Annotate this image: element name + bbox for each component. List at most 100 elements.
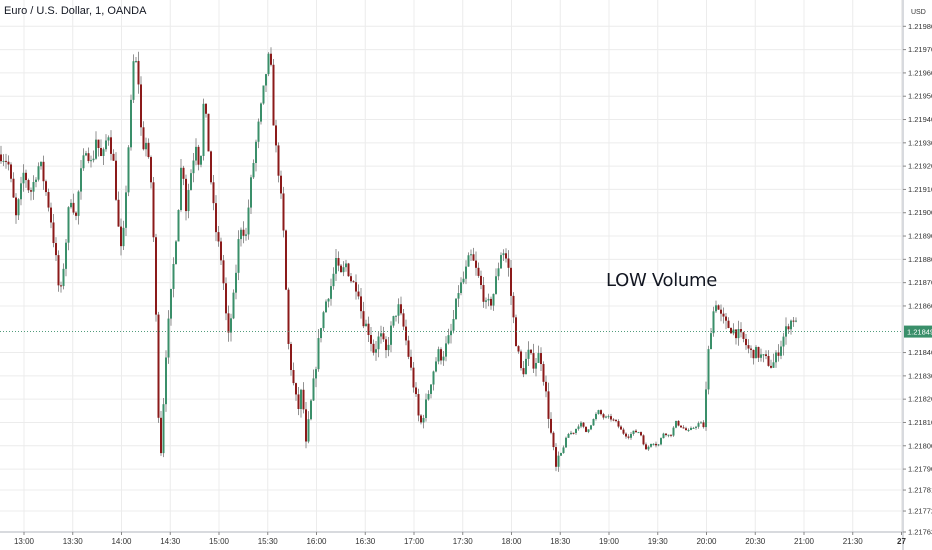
- candle-body: [490, 298, 492, 306]
- candle-body: [375, 349, 377, 353]
- candle-body: [0, 154, 2, 162]
- candle-body: [265, 74, 267, 86]
- x-tick-label: 17:00: [404, 537, 425, 546]
- candle-body: [477, 267, 480, 276]
- candle-body: [687, 429, 690, 431]
- candle-body: [790, 320, 792, 330]
- candle-body: [555, 447, 557, 467]
- candle-body: [612, 419, 615, 421]
- candle-body: [145, 142, 147, 150]
- candle-body: [747, 345, 750, 349]
- candle-body: [582, 422, 585, 427]
- candle-body: [410, 356, 412, 368]
- candle-body: [32, 182, 35, 192]
- candle-body: [137, 60, 140, 85]
- candle-body: [262, 85, 265, 104]
- x-tick-label: 13:00: [14, 537, 35, 546]
- candle-body: [65, 242, 67, 269]
- candle-body: [677, 420, 680, 426]
- candle-body: [705, 389, 707, 428]
- candle-body: [422, 417, 425, 423]
- candle-body: [432, 371, 435, 385]
- candle-body: [597, 410, 600, 414]
- candle-body: [545, 381, 547, 392]
- candle-body: [485, 300, 487, 302]
- candle-body: [372, 343, 375, 353]
- candle-body: [122, 227, 125, 247]
- candle-body: [587, 429, 590, 432]
- candle-body: [52, 222, 55, 244]
- candle-body: [467, 255, 470, 267]
- candle-body: [67, 207, 70, 243]
- candle-body: [407, 340, 410, 357]
- candle-body: [315, 369, 317, 379]
- candle-body: [507, 258, 510, 268]
- candle-body: [497, 268, 500, 277]
- y-tick-label: 1.21910: [908, 185, 932, 194]
- y-tick-label: 1.21830: [908, 371, 932, 380]
- candle-body: [267, 53, 270, 75]
- candle-body: [257, 121, 260, 142]
- candle-body: [287, 289, 290, 344]
- candle-body: [370, 335, 372, 344]
- candle-body: [640, 432, 642, 436]
- candle-body: [217, 232, 220, 242]
- candle-body: [695, 426, 697, 428]
- candle-body: [440, 349, 442, 361]
- candle-body: [90, 160, 92, 162]
- candle-body: [185, 178, 187, 212]
- candle-body: [77, 191, 80, 216]
- candle-body: [670, 434, 672, 436]
- y-tick-label: 1.21790: [908, 465, 932, 474]
- candle-body: [787, 326, 790, 330]
- candle-body: [85, 153, 87, 156]
- candle-body: [60, 285, 62, 287]
- candle-body: [647, 446, 650, 450]
- y-tick-label: 1.21900: [908, 208, 932, 217]
- candle-body: [107, 137, 110, 141]
- candle-body: [702, 422, 705, 428]
- candle-body: [282, 193, 285, 231]
- candle-body: [292, 370, 295, 384]
- candle-body: [230, 318, 232, 333]
- candle-body: [690, 427, 692, 430]
- candle-body: [435, 361, 437, 372]
- candle-body: [252, 163, 255, 178]
- candle-body: [337, 258, 340, 266]
- candle-body: [592, 419, 595, 426]
- x-tick-label: 21:30: [843, 537, 864, 546]
- x-tick-label: 18:00: [501, 537, 522, 546]
- candle-body: [177, 210, 180, 242]
- candle-body: [40, 161, 42, 167]
- candle-body: [680, 425, 682, 428]
- candle-body: [437, 349, 440, 362]
- y-tick-label: 1.21840: [908, 348, 932, 357]
- candle-body: [247, 207, 250, 235]
- candle-body: [342, 267, 345, 273]
- candle-body: [512, 295, 515, 318]
- x-tick-label: 19:00: [599, 537, 620, 546]
- candle-body: [70, 202, 72, 208]
- y-tick-label: 1.21940: [908, 115, 932, 124]
- candle-body: [712, 311, 715, 334]
- candle-body: [182, 167, 185, 179]
- candle-body: [777, 352, 780, 356]
- candle-body: [657, 444, 660, 446]
- candle-body: [320, 328, 322, 339]
- candle-body: [727, 320, 730, 329]
- candle-body: [255, 141, 257, 164]
- candle-body: [42, 161, 45, 182]
- candle-body: [165, 357, 167, 405]
- candle-body: [600, 410, 602, 415]
- candle-body: [155, 237, 157, 315]
- candle-body: [197, 146, 200, 165]
- candle-body: [542, 364, 545, 382]
- candle-body: [425, 399, 427, 418]
- candle-body: [660, 438, 662, 445]
- candle-body: [567, 434, 570, 438]
- candle-body: [707, 349, 710, 390]
- candle-body: [187, 190, 190, 212]
- candle-body: [327, 298, 330, 302]
- candle-body: [112, 153, 115, 161]
